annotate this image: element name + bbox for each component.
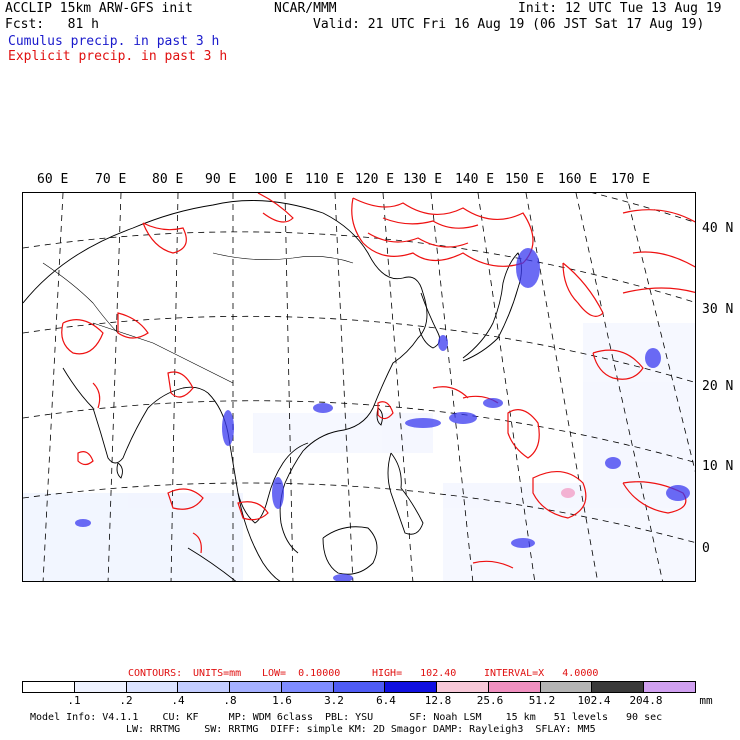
contours-high: HIGH= 102.40 [372, 668, 457, 679]
lon-label: 150 E [505, 172, 545, 187]
colorbar-swatch [644, 682, 695, 692]
lon-label: 170 E [611, 172, 651, 187]
colorbar-label: 204.8 [629, 694, 663, 707]
precip-map [22, 192, 696, 582]
lon-label: 140 E [455, 172, 495, 187]
colorbar-swatch [488, 682, 541, 692]
lon-label: 160 E [558, 172, 598, 187]
valid-time: Valid: 21 UTC Fri 16 Aug 19 (06 JST Sat … [313, 17, 705, 32]
lon-label: 110 E [305, 172, 345, 187]
colorbar-swatch [281, 682, 334, 692]
colorbar-swatch [230, 682, 282, 692]
contours-units: UNITS=mm [193, 668, 242, 679]
heavy-precip-pink [561, 488, 575, 498]
lon-label: 90 E [205, 172, 237, 187]
lon-label: 130 E [403, 172, 443, 187]
colorbar-swatch [23, 682, 75, 692]
colorbar-label: .4 [171, 694, 185, 707]
colorbar-swatch [178, 682, 231, 692]
lat-label: 30 N [702, 302, 734, 317]
colorbar-label: 1.6 [272, 694, 292, 707]
light-precip-shading [23, 323, 695, 581]
colorbar-label: .1 [67, 694, 81, 707]
model-info-line2: LW: RRTMG SW: RRTMG DIFF: simple KM: 2D … [126, 724, 596, 735]
plot-title: ACCLIP 15km ARW-GFS init [5, 1, 193, 16]
colorbar-label: 51.2 [528, 694, 556, 707]
forecast-hour: Fcst: 81 h [5, 17, 99, 32]
cumulus-precip [75, 248, 690, 581]
explicit-precip [61, 193, 695, 569]
colorbar-label: 102.4 [577, 694, 611, 707]
colorbar-unit: mm [699, 694, 713, 707]
source-label: NCAR/MMM [274, 1, 337, 16]
precip-colorbar [22, 681, 696, 693]
colorbar-swatch [74, 682, 127, 692]
lon-label: 60 E [37, 172, 69, 187]
colorbar-swatch [592, 682, 645, 692]
lon-label: 80 E [152, 172, 184, 187]
init-time: Init: 12 UTC Tue 13 Aug 19 [518, 1, 722, 16]
colorbar-swatch [385, 682, 438, 692]
contours-interval: INTERVAL=X 4.0000 [484, 668, 599, 679]
colorbar-label: 3.2 [324, 694, 344, 707]
colorbar-label: 12.8 [424, 694, 452, 707]
colorbar-swatch [333, 682, 386, 692]
lon-label: 120 E [355, 172, 395, 187]
colorbar-swatch [540, 682, 593, 692]
legend-explicit: Explicit precip. in past 3 h [8, 49, 228, 64]
colorbar-label: .2 [119, 694, 133, 707]
map-canvas [23, 193, 695, 581]
lon-label: 100 E [254, 172, 294, 187]
colorbar-label: 25.6 [476, 694, 504, 707]
colorbar-swatch [126, 682, 179, 692]
colorbar-swatch [437, 682, 489, 692]
model-info-line1: Model Info: V4.1.1 CU: KF MP: WDM 6class… [30, 712, 663, 723]
legend-cumulus: Cumulus precip. in past 3 h [8, 34, 220, 49]
contours-label: CONTOURS: [128, 668, 183, 679]
lat-label: 0 [702, 541, 710, 556]
colorbar-label: .8 [223, 694, 237, 707]
contours-low: LOW= 0.10000 [262, 668, 341, 679]
lon-label: 70 E [95, 172, 127, 187]
lat-label: 10 N [702, 459, 734, 474]
lat-label: 40 N [702, 221, 734, 236]
colorbar-label: 6.4 [376, 694, 396, 707]
lat-label: 20 N [702, 379, 734, 394]
